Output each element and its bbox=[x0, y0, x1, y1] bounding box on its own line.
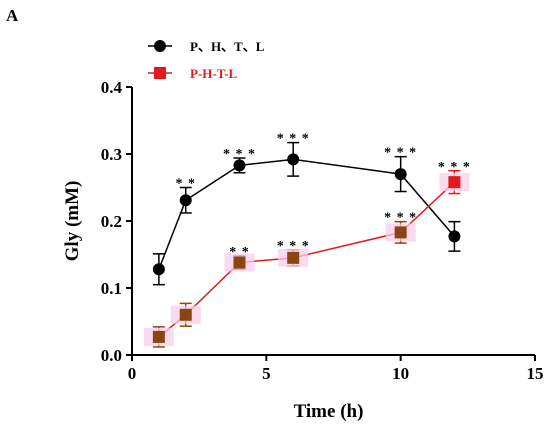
series-line-1 bbox=[158, 158, 455, 270]
data-point-square bbox=[152, 330, 165, 343]
x-tick-label: 0 bbox=[128, 364, 137, 383]
x-tick-label: 5 bbox=[262, 364, 271, 383]
x-tick-label: 10 bbox=[392, 364, 409, 383]
significance-marker: * * * bbox=[384, 211, 417, 226]
data-point-circle bbox=[287, 153, 300, 166]
y-tick-label: 0.0 bbox=[101, 346, 122, 365]
significance-marker: * * * bbox=[438, 160, 471, 175]
data-point-circle bbox=[152, 263, 165, 276]
significance-marker: * * * bbox=[223, 147, 256, 162]
data-point-square bbox=[179, 308, 192, 321]
legend-marker bbox=[154, 40, 166, 52]
y-tick-label: 0.2 bbox=[101, 212, 122, 231]
legend-label: P、H、T、L bbox=[190, 39, 265, 54]
significance-marker: * * * bbox=[277, 132, 310, 147]
y-tick-label: 0.3 bbox=[101, 145, 122, 164]
significance-marker: * * * bbox=[277, 239, 310, 254]
data-point-square bbox=[287, 251, 300, 264]
panel-label: A bbox=[6, 6, 19, 25]
significance-marker: * * bbox=[175, 177, 196, 192]
y-tick-label: 0.4 bbox=[101, 78, 123, 97]
significance-marker: * * * bbox=[384, 146, 417, 161]
significance-marker: * * bbox=[229, 245, 250, 260]
legend-label: P-H-T-L bbox=[190, 66, 238, 81]
data-point-square bbox=[448, 176, 461, 189]
data-point-square bbox=[394, 226, 407, 239]
x-axis-label: Time (h) bbox=[294, 401, 364, 422]
legend-marker bbox=[154, 67, 166, 79]
y-axis-label: Gly (mM) bbox=[62, 181, 83, 262]
data-point-circle bbox=[394, 168, 407, 181]
data-point-square bbox=[233, 256, 246, 269]
y-tick-label: 0.1 bbox=[101, 279, 122, 298]
x-tick-label: 15 bbox=[527, 364, 544, 383]
data-point-circle bbox=[179, 194, 192, 207]
data-point-circle bbox=[233, 159, 246, 172]
data-point-circle bbox=[448, 230, 461, 243]
